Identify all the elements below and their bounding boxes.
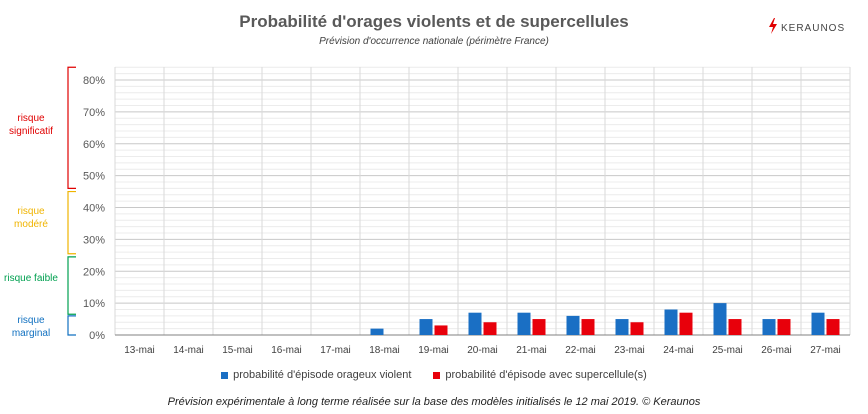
risk-bracket — [67, 315, 76, 336]
x-tick-label: 25-mai — [712, 345, 743, 356]
bar-violent — [517, 312, 531, 335]
bar-supercell — [777, 319, 791, 335]
grid — [114, 66, 851, 335]
y-tick-label: 50% — [83, 171, 105, 183]
risk-label-marginal: risque marginal — [11, 315, 51, 339]
legend-label-violent: probabilité d'épisode orageux violent — [233, 369, 412, 381]
chart-subtitle: Prévision d'occurrence nationale (périmè… — [319, 36, 549, 47]
bar-supercell — [483, 322, 497, 335]
legend-swatch-supercell — [433, 371, 441, 379]
y-tick-label: 30% — [83, 234, 105, 246]
keraunos-logo: KERAUNOS — [768, 18, 845, 39]
bar-supercell — [581, 319, 595, 335]
x-tick-label: 15-mai — [222, 345, 253, 356]
risk-bracket — [67, 256, 76, 315]
risk-label-significatif: risque significatif — [9, 113, 53, 137]
legend-item-supercell: probabilité d'épisode avec supercellule(… — [433, 369, 647, 381]
bar-violent — [615, 319, 629, 335]
bar-violent — [468, 312, 482, 335]
bar-chart: 0%10%20%30%40%50%60%70%80% 13-mai 14-mai 1… — [83, 66, 851, 356]
risk-label-modere: risque modéré — [14, 206, 48, 230]
bars — [370, 303, 840, 335]
chart-legend: probabilité d'épisode orageux violent pr… — [0, 369, 868, 381]
y-tick-label: 0% — [89, 330, 105, 342]
x-tick-label: 27-mai — [810, 345, 841, 356]
x-tick-label: 20-mai — [467, 345, 498, 356]
lightning-icon — [768, 18, 778, 39]
risk-bracket — [67, 190, 76, 255]
x-tick-label: 16-mai — [271, 345, 302, 356]
bar-supercell — [679, 312, 693, 335]
y-tick-label: 20% — [83, 266, 105, 278]
risk-bracket — [67, 66, 76, 189]
risk-brackets — [67, 66, 76, 336]
bar-supercell — [826, 319, 840, 335]
x-tick-label: 22-mai — [565, 345, 596, 356]
risk-label-faible: risque faible — [4, 273, 58, 284]
x-tick-label: 26-mai — [761, 345, 792, 356]
legend-label-supercell: probabilité d'épisode avec supercellule(… — [445, 369, 647, 381]
x-tick-label: 13-mai — [124, 345, 155, 356]
bar-violent — [566, 315, 580, 335]
bar-supercell — [532, 319, 546, 335]
bar-violent — [713, 303, 727, 335]
x-tick-label: 17-mai — [320, 345, 351, 356]
x-tick-label: 19-mai — [418, 345, 449, 356]
y-axis: 0% 10% 20% 30% 40% 50% 60% 70% 80% — [83, 75, 105, 342]
x-tick-label: 23-mai — [614, 345, 645, 356]
bar-violent — [419, 319, 433, 335]
legend-swatch-violent — [221, 371, 229, 379]
bar-violent — [811, 312, 825, 335]
x-tick-label: 14-mai — [173, 345, 204, 356]
bar-supercell — [728, 319, 742, 335]
bar-supercell — [434, 325, 448, 335]
y-tick-label: 10% — [83, 298, 105, 310]
bar-violent — [664, 309, 678, 335]
x-tick-label: 18-mai — [369, 345, 400, 356]
y-tick-label: 80% — [83, 75, 105, 87]
x-axis: 13-mai 14-mai 15-mai 16-mai 17-mai 18-mai 19-m… — [115, 334, 850, 356]
x-tick-label: 21-mai — [516, 345, 547, 356]
x-tick-label: 24-mai — [663, 345, 694, 356]
y-tick-label: 70% — [83, 107, 105, 119]
y-tick-label: 60% — [83, 139, 105, 151]
chart-title: Probabilité d'orages violents et de supe… — [239, 12, 629, 31]
logo-text: KERAUNOS — [781, 23, 846, 34]
bar-violent — [762, 319, 776, 335]
footer-note: Prévision expérimentale à long terme réa… — [167, 396, 701, 408]
y-tick-label: 40% — [83, 203, 105, 215]
bar-violent — [370, 328, 384, 335]
bar-supercell — [630, 322, 644, 335]
legend-item-violent: probabilité d'épisode orageux violent — [221, 369, 411, 381]
